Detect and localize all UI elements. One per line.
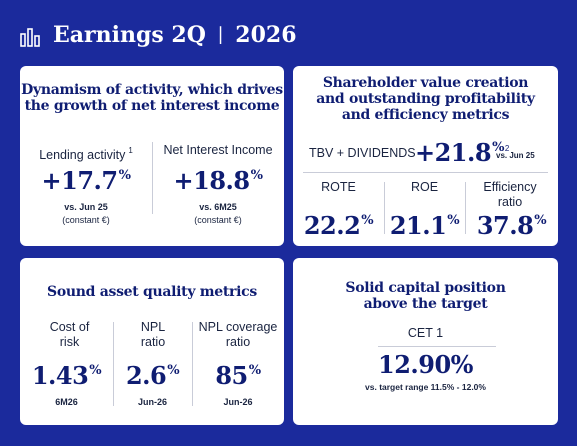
metric-caption: vs. Jun 25 (64, 202, 108, 212)
value-unit: % (167, 363, 180, 378)
value-text: 85 (215, 361, 248, 390)
metric-label: NPL coverage ratio (198, 320, 278, 349)
header-title: Earnings 2Q (53, 22, 206, 48)
metric-label: ROTE (321, 180, 356, 194)
metric-label: Lending activity 1 (20, 143, 152, 163)
title-line: above the target (363, 296, 488, 312)
footnote: 1 (128, 146, 133, 155)
header: Earnings 2Q | 2026 (53, 22, 297, 48)
card-title: Dynamism of activity, which drives the g… (20, 82, 284, 114)
metric-label: ROE (410, 180, 439, 194)
highlight-value: +21.8%2 (415, 138, 509, 167)
metric-sub: (constant €) (62, 215, 110, 225)
value-unit: % (118, 168, 131, 183)
divider (192, 322, 193, 406)
value-unit: % (492, 140, 504, 155)
metric-caption: vs. target range 11.5% - 12.0% (365, 382, 486, 392)
logo-icon (20, 28, 40, 47)
value-unit: % (447, 213, 460, 228)
title-line: Shareholder value creation (322, 75, 529, 91)
header-period: 2026 (235, 22, 297, 48)
title-line: Sound asset quality metrics (47, 284, 257, 300)
metric-sub: (constant €) (194, 215, 242, 225)
title-line: the growth of net interest income (24, 98, 280, 114)
card-title: Shareholder value creation and outstandi… (293, 75, 558, 123)
card: Sound asset quality metrics Cost of risk… (20, 258, 284, 425)
metric-value: 1.43% (20, 361, 113, 390)
value-text: +21.8 (415, 138, 492, 167)
footnote: 2 (504, 144, 509, 153)
title-line: and outstanding profitability (316, 91, 535, 107)
card: Shareholder value creation and outstandi… (293, 66, 558, 246)
value-text: +18.8 (173, 166, 251, 195)
title-line: Solid capital position (345, 280, 506, 296)
highlight-caption: vs. Jun 25 (496, 151, 535, 160)
value-text: 1.43 (31, 361, 89, 390)
value-unit: % (250, 168, 263, 183)
value-text: 2.6 (125, 361, 167, 390)
card: Dynamism of activity, which drives the g… (20, 66, 284, 246)
metric-value: 12.90% (378, 350, 473, 379)
divider (384, 182, 385, 234)
metric-value: +17.7% (20, 166, 152, 195)
card-title: Solid capital position above the target (293, 280, 558, 312)
metric-label: Cost of risk (49, 320, 90, 349)
value-unit: % (248, 363, 261, 378)
card-title: Sound asset quality metrics (20, 284, 284, 300)
divider (152, 142, 153, 214)
title-line: and efficiency metrics (341, 107, 510, 123)
metric-value: 22.2% (293, 211, 384, 240)
value-text: +17.7 (41, 166, 119, 195)
highlight-label: TBV + DIVIDENDS (309, 146, 416, 160)
metric-value: 2.6% (113, 361, 192, 390)
title-line: Dynamism of activity, which drives (21, 82, 283, 98)
metric-caption: Jun-26 (223, 397, 253, 407)
metric-value: 21.1% (384, 211, 465, 240)
metric-caption: Jun-26 (137, 397, 167, 407)
divider (378, 346, 496, 347)
divider (303, 172, 548, 173)
metric-label: CET 1 (407, 326, 444, 340)
value-unit: % (534, 213, 547, 228)
metric-label: NPL ratio (140, 320, 166, 349)
metric-value: 85% (192, 361, 284, 390)
metric-value: 37.8% (465, 211, 558, 240)
metric-value: +18.8% (152, 166, 284, 195)
label-text: Lending activity (39, 148, 126, 162)
metric-label: Efficiency ratio (483, 180, 537, 209)
value-text: 21.1 (389, 211, 447, 240)
card: Solid capital position above the target … (293, 258, 558, 425)
metric-caption: 6M26 (55, 397, 78, 407)
metric-caption: vs. 6M25 (199, 202, 237, 212)
value-unit: % (89, 363, 102, 378)
value-text: 37.8 (476, 211, 534, 240)
value-unit: % (361, 213, 374, 228)
metric-label: Net Interest Income (163, 143, 273, 157)
divider (465, 182, 466, 234)
divider (113, 322, 114, 406)
value-text: 22.2 (303, 211, 361, 240)
